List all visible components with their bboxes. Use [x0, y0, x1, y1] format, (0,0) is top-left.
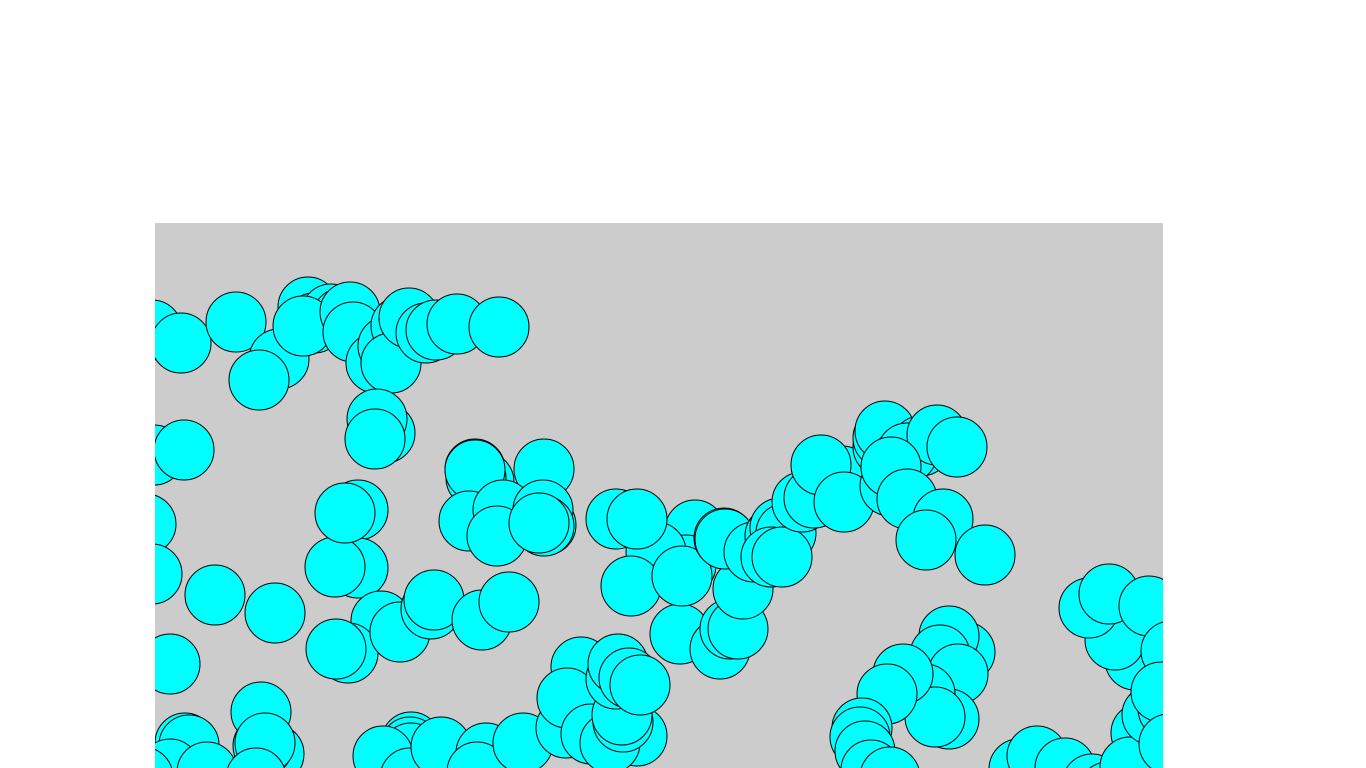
ball	[926, 416, 988, 478]
ball	[751, 526, 813, 588]
ball	[344, 408, 406, 470]
ball	[314, 482, 376, 544]
ball	[155, 543, 183, 605]
ball	[228, 349, 290, 411]
ball	[478, 571, 540, 633]
ball	[205, 291, 267, 353]
ball	[155, 494, 177, 554]
ball-layer	[155, 276, 1163, 768]
ball	[176, 741, 238, 768]
ball	[606, 488, 668, 550]
simulation-canvas[interactable]	[155, 223, 1163, 768]
ball	[305, 618, 367, 680]
ball	[609, 654, 671, 716]
ball	[155, 312, 212, 374]
ball	[468, 296, 530, 358]
ball	[227, 747, 285, 768]
ball	[244, 582, 306, 644]
ball	[155, 419, 215, 481]
ball	[184, 564, 246, 626]
ball	[1138, 714, 1163, 768]
ball-field[interactable]	[155, 223, 1163, 768]
ball	[446, 741, 508, 768]
ball	[508, 492, 570, 554]
ball	[304, 536, 366, 598]
ball	[860, 746, 920, 768]
ball	[954, 524, 1016, 586]
ball	[155, 633, 201, 695]
ball	[600, 555, 662, 617]
ball	[651, 545, 713, 607]
ball	[155, 748, 173, 768]
ball	[895, 509, 957, 571]
